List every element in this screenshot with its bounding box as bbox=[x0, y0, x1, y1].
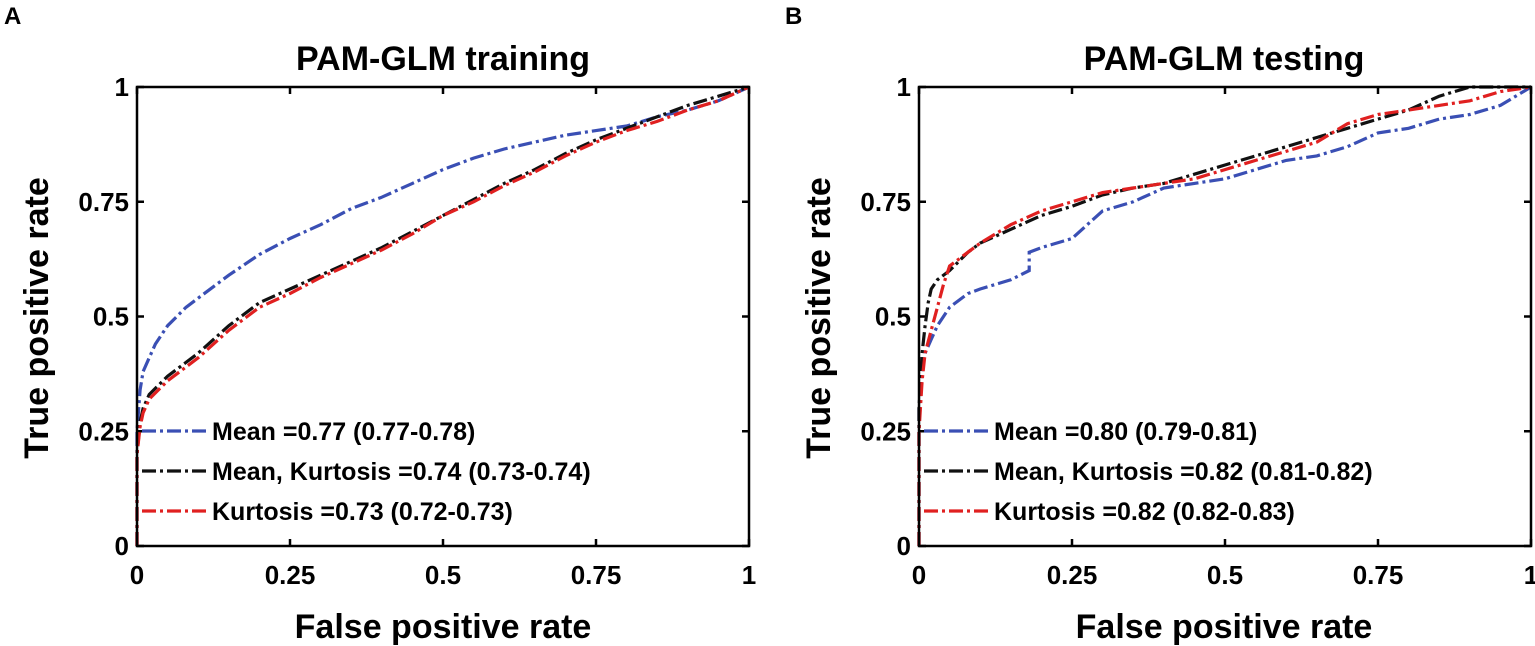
legend-entry-3: Kurtosis =0.73 (0.72-0.73) bbox=[212, 498, 513, 526]
legend-entry-1: Mean =0.80 (0.79-0.81) bbox=[994, 418, 1257, 446]
y-tick-label: 0.5 bbox=[875, 302, 911, 332]
y-tick-label: 1 bbox=[897, 72, 911, 102]
y-tick-label: 0.25 bbox=[860, 416, 911, 446]
legend-entry-1: Mean =0.77 (0.77-0.78) bbox=[212, 418, 475, 446]
panel-b-x-axis-label: False positive rate bbox=[1076, 608, 1373, 646]
roc-curve-series-3 bbox=[917, 85, 1532, 546]
panel-a-y-axis-label: True positive rate bbox=[18, 177, 56, 459]
roc-curve-series-3 bbox=[135, 85, 750, 546]
y-tick-label: 1 bbox=[115, 72, 129, 102]
roc-curve-series-1 bbox=[917, 85, 1532, 546]
x-tick-label: 0.5 bbox=[1207, 560, 1243, 590]
y-tick-label: 0.75 bbox=[78, 187, 129, 217]
roc-curve-series-2 bbox=[135, 85, 750, 546]
panel-b: B PAM-GLM testing False positive rate Tr… bbox=[785, 3, 1535, 646]
x-tick-label: 0.75 bbox=[1353, 560, 1404, 590]
roc-curve-series-1 bbox=[135, 85, 750, 546]
legend-entry-3: Kurtosis =0.82 (0.82-0.83) bbox=[994, 498, 1295, 526]
y-tick-label: 0.75 bbox=[860, 187, 911, 217]
panel-a-legend: Mean =0.77 (0.77-0.78) Mean, Kurtosis =0.… bbox=[142, 418, 591, 526]
panel-b-y-axis-label: True positive rate bbox=[800, 177, 838, 459]
panel-a-letter: A bbox=[4, 3, 21, 30]
y-tick-label: 0.25 bbox=[78, 416, 129, 446]
x-tick-label: 0.75 bbox=[571, 560, 622, 590]
panel-a-title: PAM-GLM training bbox=[296, 40, 590, 78]
x-tick-label: 0.25 bbox=[265, 560, 316, 590]
panel-b-ticks: 0 0.25 0.5 0.75 1 0 0.25 0.5 0.75 1 bbox=[860, 72, 1535, 590]
x-tick-label: 0 bbox=[130, 560, 144, 590]
legend-entry-2: Mean, Kurtosis =0.82 (0.81-0.82) bbox=[994, 458, 1373, 486]
x-tick-label: 0.25 bbox=[1047, 560, 1098, 590]
x-tick-label: 0 bbox=[912, 560, 926, 590]
panel-b-title: PAM-GLM testing bbox=[1084, 40, 1365, 78]
panel-b-legend: Mean =0.80 (0.79-0.81) Mean, Kurtosis =0.… bbox=[924, 418, 1373, 526]
panel-b-curves bbox=[917, 85, 1532, 546]
panel-a-x-axis-label: False positive rate bbox=[295, 608, 592, 646]
x-tick-label: 0.5 bbox=[425, 560, 461, 590]
panel-a-plot-frame bbox=[135, 85, 751, 548]
panel-a-curves bbox=[135, 85, 750, 546]
y-tick-label: 0.5 bbox=[93, 302, 129, 332]
x-tick-label: 1 bbox=[742, 560, 756, 590]
legend-entry-2: Mean, Kurtosis =0.74 (0.73-0.74) bbox=[212, 458, 591, 486]
panel-b-plot-frame bbox=[917, 85, 1533, 548]
y-tick-label: 0 bbox=[115, 531, 129, 561]
y-tick-label: 0 bbox=[897, 531, 911, 561]
roc-curve-series-2 bbox=[917, 85, 1531, 546]
panel-b-letter: B bbox=[785, 3, 802, 30]
x-tick-label: 1 bbox=[1524, 560, 1535, 590]
panel-a: A PAM-GLM training False positive rate T… bbox=[4, 3, 756, 646]
